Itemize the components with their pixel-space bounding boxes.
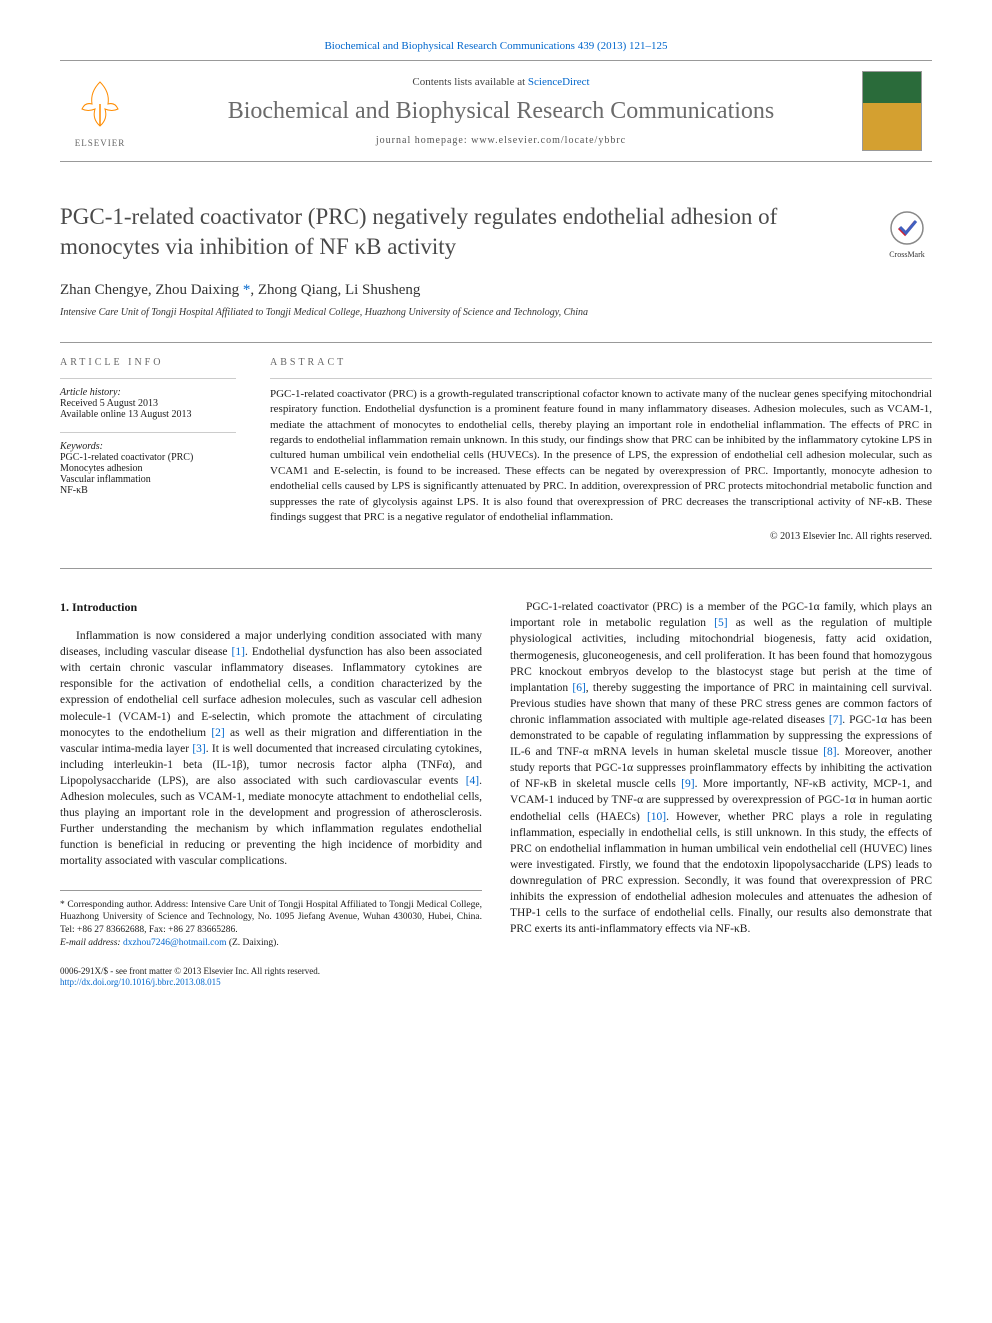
article-info-col: ARTICLE INFO Article history: Received 5… — [60, 343, 250, 569]
contents-line: Contents lists available at ScienceDirec… — [140, 76, 862, 88]
ref-link-2[interactable]: [2] — [211, 727, 224, 739]
ref-link-9[interactable]: [9] — [681, 778, 694, 790]
intro-para-1: Inflammation is now considered a major u… — [60, 628, 482, 869]
article-page: Biochemical and Biophysical Research Com… — [0, 0, 992, 1029]
journal-cover-block — [862, 71, 932, 151]
crossmark-icon — [889, 210, 925, 246]
author-names-2: , Zhong Qiang, Li Shusheng — [250, 282, 420, 298]
abstract-text: PGC-1-related coactivator (PRC) is a gro… — [270, 387, 932, 526]
doi-link[interactable]: http://dx.doi.org/10.1016/j.bbrc.2013.08… — [60, 977, 221, 987]
issn-line: 0006-291X/$ - see front matter © 2013 El… — [60, 966, 482, 978]
journal-name: Biochemical and Biophysical Research Com… — [140, 98, 862, 125]
ref-link-3[interactable]: [3] — [192, 743, 205, 755]
homepage-pre: journal homepage: — [376, 135, 471, 146]
info-abstract-row: ARTICLE INFO Article history: Received 5… — [60, 342, 932, 570]
journal-cover-thumbnail[interactable] — [862, 71, 922, 151]
title-block: PGC-1-related coactivator (PRC) negative… — [60, 202, 932, 262]
email-label: E-mail address: — [60, 938, 123, 948]
keyword: PGC-1-related coactivator (PRC) — [60, 452, 236, 463]
ref-link-8[interactable]: [8] — [823, 746, 836, 758]
article-history: Article history: Received 5 August 2013 … — [60, 378, 236, 420]
ref-link-10[interactable]: [10] — [647, 811, 666, 823]
citation-header: Biochemical and Biophysical Research Com… — [60, 40, 932, 52]
masthead-center: Contents lists available at ScienceDirec… — [140, 76, 862, 146]
email-link[interactable]: dxzhou7246@hotmail.com — [123, 938, 226, 948]
article-title: PGC-1-related coactivator (PRC) negative… — [60, 202, 932, 262]
abstract-copyright: © 2013 Elsevier Inc. All rights reserved… — [270, 531, 932, 542]
text-run: . However, whether PRC plays a role in r… — [510, 811, 932, 936]
crossmark-badge[interactable]: CrossMark — [882, 210, 932, 259]
keywords-block: Keywords: PGC-1-related coactivator (PRC… — [60, 432, 236, 496]
publisher-logo-block: ELSEVIER — [60, 74, 140, 148]
elsevier-tree-icon — [70, 74, 130, 134]
intro-para-2: PGC-1-related coactivator (PRC) is a mem… — [510, 599, 932, 937]
text-run: . Endothelial dysfunction has also been … — [60, 646, 482, 738]
footnotes: * Corresponding author. Address: Intensi… — [60, 890, 482, 950]
online-date: Available online 13 August 2013 — [60, 409, 236, 420]
footer-bar: 0006-291X/$ - see front matter © 2013 El… — [60, 966, 482, 989]
crossmark-label: CrossMark — [882, 250, 932, 259]
ref-link-5[interactable]: [5] — [714, 617, 727, 629]
abstract-col: ABSTRACT PGC-1-related coactivator (PRC)… — [250, 343, 932, 569]
keyword: NF-κB — [60, 485, 236, 496]
text-run: . Adhesion molecules, such as VCAM-1, me… — [60, 775, 482, 867]
corresponding-footnote: * Corresponding author. Address: Intensi… — [60, 899, 482, 937]
body-col-left: 1. Introduction Inflammation is now cons… — [60, 599, 482, 989]
keyword: Vascular inflammation — [60, 474, 236, 485]
article-info-heading: ARTICLE INFO — [60, 357, 236, 368]
email-footnote: E-mail address: dxzhou7246@hotmail.com (… — [60, 937, 482, 950]
ref-link-6[interactable]: [6] — [572, 682, 585, 694]
history-label: Article history: — [60, 387, 236, 398]
section-1-heading: 1. Introduction — [60, 599, 482, 616]
homepage-url[interactable]: www.elsevier.com/locate/ybbrc — [471, 135, 626, 146]
elsevier-label: ELSEVIER — [60, 138, 140, 148]
authors-line: Zhan Chengye, Zhou Daixing *, Zhong Qian… — [60, 282, 932, 299]
keyword: Monocytes adhesion — [60, 463, 236, 474]
abstract-heading: ABSTRACT — [270, 357, 932, 368]
ref-link-4[interactable]: [4] — [466, 775, 479, 787]
ref-link-7[interactable]: [7] — [829, 714, 842, 726]
affiliation: Intensive Care Unit of Tongji Hospital A… — [60, 307, 932, 318]
masthead: ELSEVIER Contents lists available at Sci… — [60, 60, 932, 162]
email-suffix: (Z. Daixing). — [226, 938, 278, 948]
received-date: Received 5 August 2013 — [60, 398, 236, 409]
keywords-label: Keywords: — [60, 441, 236, 452]
body-columns: 1. Introduction Inflammation is now cons… — [60, 599, 932, 989]
ref-link-1[interactable]: [1] — [232, 646, 245, 658]
body-col-right: PGC-1-related coactivator (PRC) is a mem… — [510, 599, 932, 989]
author-names-1: Zhan Chengye, Zhou Daixing — [60, 282, 239, 298]
sciencedirect-link[interactable]: ScienceDirect — [528, 76, 590, 88]
homepage-line: journal homepage: www.elsevier.com/locat… — [140, 135, 862, 146]
citation-link[interactable]: Biochemical and Biophysical Research Com… — [324, 40, 667, 52]
contents-pre: Contents lists available at — [412, 76, 527, 88]
